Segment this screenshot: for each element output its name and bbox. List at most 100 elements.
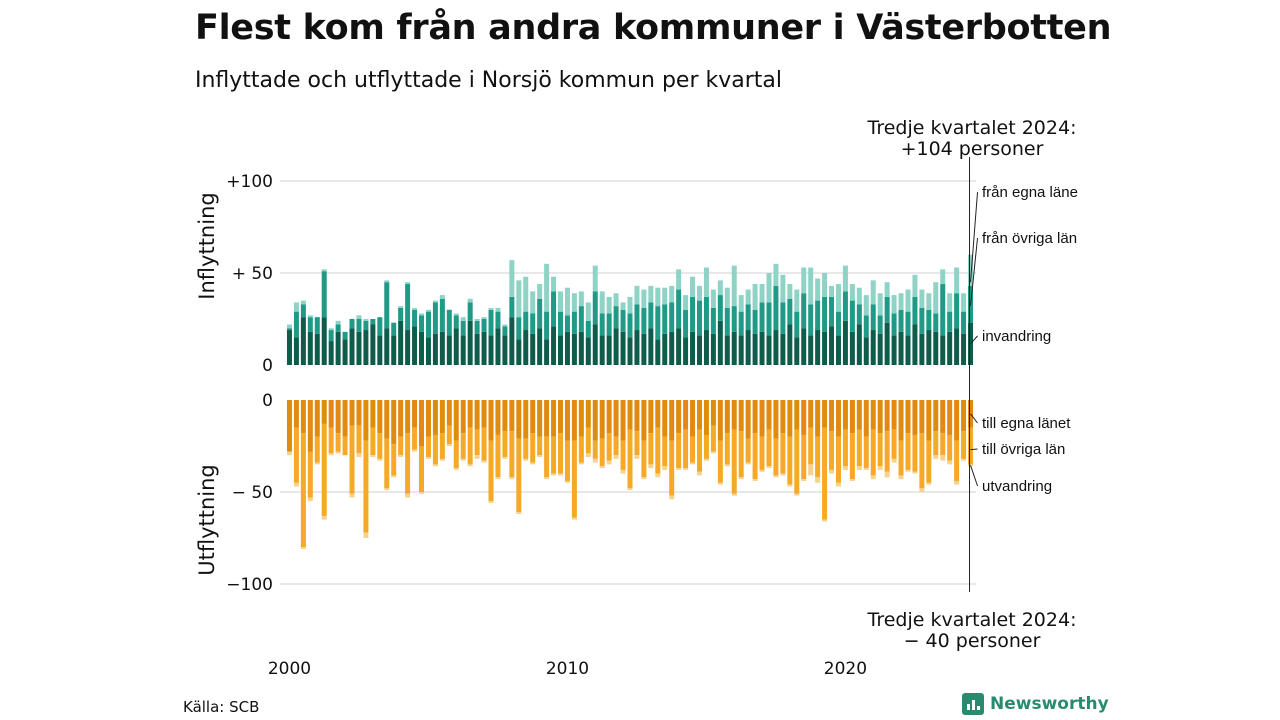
leader-line-inflyttning <box>970 335 978 345</box>
bar-till-ovriga-lan <box>530 433 536 463</box>
bar-till-egna-lanet <box>961 400 967 432</box>
bar-fran-ovriga-lan <box>335 324 341 332</box>
bar-till-ovriga-lan <box>738 431 744 478</box>
bar-fran-egna-lane <box>856 324 862 365</box>
bar-till-egna-lanet <box>641 400 647 441</box>
bar-till-egna-lanet <box>300 400 306 434</box>
bar-till-egna-lanet <box>599 400 605 439</box>
bar-till-egna-lanet <box>293 400 299 428</box>
bar-invandring <box>773 263 779 286</box>
bar-fran-egna-lane <box>752 333 758 365</box>
bar-till-ovriga-lan <box>863 436 869 469</box>
bar-fran-egna-lane <box>905 335 911 365</box>
bar-fran-ovriga-lan <box>696 300 702 336</box>
bar-fran-egna-lane <box>432 333 438 365</box>
bar-fran-egna-lane <box>300 317 306 365</box>
bar-till-ovriga-lan <box>926 440 932 483</box>
bar-fran-egna-lane <box>537 328 543 365</box>
bar-utvandring <box>398 455 404 458</box>
bar-till-egna-lanet <box>335 400 341 434</box>
bar-utvandring <box>968 464 974 467</box>
bar-fran-ovriga-lan <box>537 298 543 329</box>
bar-utvandring <box>703 458 709 461</box>
bar-utvandring <box>717 482 723 485</box>
bar-invandring <box>425 309 431 312</box>
bar-till-ovriga-lan <box>710 425 716 452</box>
newsworthy-logo-icon <box>962 693 984 715</box>
bar-till-egna-lanet <box>808 400 814 428</box>
bar-till-ovriga-lan <box>307 451 313 498</box>
bar-till-egna-lanet <box>363 400 369 441</box>
bar-utvandring <box>551 473 557 476</box>
bar-fran-egna-lane <box>801 328 807 365</box>
bar-fran-egna-lane <box>731 331 737 365</box>
bar-till-ovriga-lan <box>919 433 925 489</box>
bar-till-ovriga-lan <box>384 438 390 489</box>
bar-utvandring <box>363 532 369 538</box>
bar-till-egna-lanet <box>495 400 501 435</box>
bar-fran-egna-lane <box>606 335 612 365</box>
bar-fran-egna-lane <box>286 330 292 365</box>
bar-till-ovriga-lan <box>759 436 765 470</box>
bar-till-egna-lanet <box>537 400 543 437</box>
bar-fran-egna-lane <box>474 333 480 365</box>
bar-invandring <box>356 315 362 319</box>
bar-fran-ovriga-lan <box>620 309 626 332</box>
bar-till-ovriga-lan <box>523 438 529 459</box>
bar-fran-egna-lane <box>592 324 598 365</box>
bar-fran-egna-lane <box>648 328 654 365</box>
bar-fran-egna-lane <box>446 335 452 365</box>
bar-till-ovriga-lan <box>488 440 494 502</box>
bar-fran-ovriga-lan <box>835 311 841 336</box>
bar-invandring <box>571 293 577 312</box>
bar-invandring <box>585 302 591 321</box>
bar-invandring <box>627 296 633 314</box>
bar-utvandring <box>391 475 397 478</box>
bar-invandring <box>696 285 702 301</box>
bar-invandring <box>495 307 501 312</box>
x-tick-label: 2000 <box>268 659 311 679</box>
bar-till-egna-lanet <box>613 400 619 437</box>
bar-utvandring <box>877 466 883 470</box>
bar-till-egna-lanet <box>662 400 668 437</box>
bar-fran-egna-lane <box>314 333 320 365</box>
bar-invandring <box>648 285 654 303</box>
bar-till-ovriga-lan <box>432 434 438 465</box>
bar-till-egna-lanet <box>606 400 612 434</box>
bar-invandring <box>808 267 814 305</box>
bar-till-egna-lanet <box>947 400 953 435</box>
labels-layer: 0 + 50 +100 0 − 50 −100 Inflyttning Utflyttning… <box>195 117 1078 679</box>
bar-utvandring <box>634 455 640 459</box>
bar-till-egna-lanet <box>905 400 911 434</box>
bar-fran-egna-lane <box>620 331 626 365</box>
bar-invandring <box>940 269 946 285</box>
bar-till-ovriga-lan <box>599 438 605 467</box>
bar-till-egna-lanet <box>634 400 640 432</box>
bar-till-egna-lanet <box>342 400 348 437</box>
bar-till-ovriga-lan <box>898 440 904 476</box>
grid-layer <box>280 180 976 585</box>
bar-fran-ovriga-lan <box>717 295 723 321</box>
bar-invandring <box>655 287 661 307</box>
bar-till-egna-lanet <box>835 400 841 437</box>
bar-invandring <box>683 295 689 310</box>
bar-fran-egna-lane <box>398 320 404 365</box>
bar-till-egna-lanet <box>592 400 598 441</box>
bar-fran-egna-lane <box>551 326 557 365</box>
bar-fran-ovriga-lan <box>842 291 848 321</box>
bar-utvandring <box>460 458 466 461</box>
bar-till-egna-lanet <box>822 400 828 428</box>
bar-fran-ovriga-lan <box>481 319 487 332</box>
bar-till-egna-lanet <box>405 400 411 434</box>
bar-fran-ovriga-lan <box>683 309 689 338</box>
bar-utvandring <box>919 488 925 492</box>
bar-fran-egna-lane <box>363 330 369 365</box>
bar-till-egna-lanet <box>321 400 327 424</box>
bar-fran-ovriga-lan <box>877 315 883 334</box>
bar-till-ovriga-lan <box>717 440 723 483</box>
bar-invandring <box>912 274 918 297</box>
bar-fran-ovriga-lan <box>627 313 633 338</box>
bar-utvandring <box>523 458 529 461</box>
bar-utvandring <box>891 458 897 463</box>
bar-invandring <box>856 287 862 305</box>
